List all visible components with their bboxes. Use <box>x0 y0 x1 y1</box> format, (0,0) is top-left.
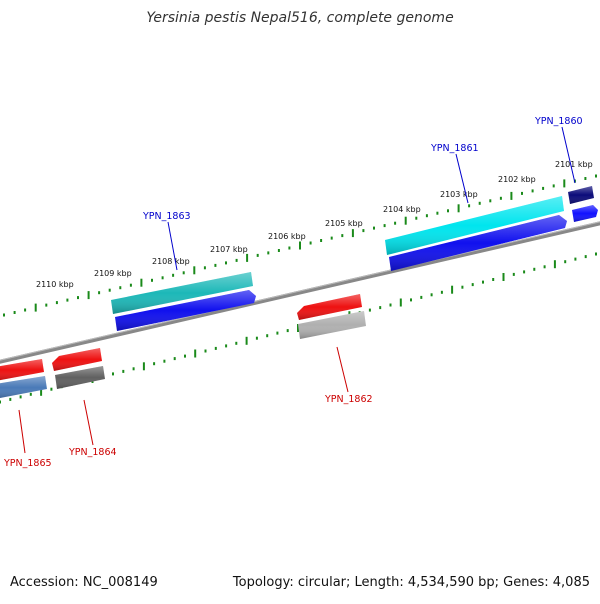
gene-label: YPN_1865 <box>3 458 52 469</box>
gene-leader-line <box>83 399 94 446</box>
gene-feature-outer-shade <box>0 359 44 381</box>
gene-feature-outer-shade <box>385 196 564 255</box>
ruler-label: 2104 kbp <box>383 205 421 214</box>
gene-feature-outer-shade <box>52 348 102 371</box>
gene-YPN_1860[interactable]: YPN_1860 <box>534 116 598 222</box>
ruler-label: 2108 kbp <box>152 257 190 266</box>
forward-ruler-ticks <box>3 174 597 317</box>
ruler-label: 2103 kbp <box>440 190 478 199</box>
ruler-label: 2106 kbp <box>268 232 306 241</box>
gene-label: YPN_1861 <box>430 143 479 154</box>
ruler-label: 2109 kbp <box>94 269 132 278</box>
gene-feature-inner-shade <box>389 215 567 271</box>
reverse-ruler-ticks <box>0 252 597 404</box>
ruler-labels: 2101 kbp 2102 kbp 2103 kbp 2104 kbp 2105… <box>36 160 593 289</box>
gene-label: YPN_1862 <box>324 394 373 405</box>
gene-feature-outer-shade <box>111 272 253 314</box>
gene-leader-line <box>561 126 576 184</box>
gene-feature-inner-shade <box>298 311 366 339</box>
map-title: Yersinia pestis Nepal516, complete genom… <box>146 10 454 26</box>
gene-label: YPN_1864 <box>68 447 117 458</box>
gene-leader-line <box>167 221 178 271</box>
gene-leader-line <box>455 153 469 204</box>
gene-feature-outer-shade <box>568 186 594 204</box>
gene-YPN_1862[interactable]: YPN_1862 <box>297 294 373 405</box>
gene-YPN_1863[interactable]: YPN_1863 <box>111 211 256 331</box>
ruler-label: 2110 kbp <box>36 280 74 289</box>
gene-YPN_1865[interactable]: YPN_1865 <box>0 359 52 469</box>
ruler-label: 2107 kbp <box>210 245 248 254</box>
gene-YPN_1864[interactable]: YPN_1864 <box>52 348 117 458</box>
accession-text: Accession: NC_008149 <box>10 575 158 590</box>
gene-feature-inner-shade <box>0 376 47 399</box>
genome-backbone <box>0 221 600 364</box>
ruler-label: 2105 kbp <box>325 219 363 228</box>
gene-YPN_1861[interactable]: YPN_1861 <box>385 143 567 271</box>
gene-leader-line <box>18 409 26 454</box>
gene-feature-inner-shade <box>572 205 598 222</box>
gene-leader-line <box>336 346 349 393</box>
gene-feature-inner-shade <box>55 366 105 389</box>
ruler-label: 2102 kbp <box>498 175 536 184</box>
gene-feature-inner-shade <box>115 290 256 331</box>
genome-summary-text: Topology: circular; Length: 4,534,590 bp… <box>232 575 590 590</box>
gene-label: YPN_1860 <box>534 116 583 127</box>
genome-backbone-highlight <box>0 221 600 361</box>
gene-label: YPN_1863 <box>142 211 191 222</box>
ruler-label: 2101 kbp <box>555 160 593 169</box>
gene-feature-outer-shade <box>297 294 362 320</box>
